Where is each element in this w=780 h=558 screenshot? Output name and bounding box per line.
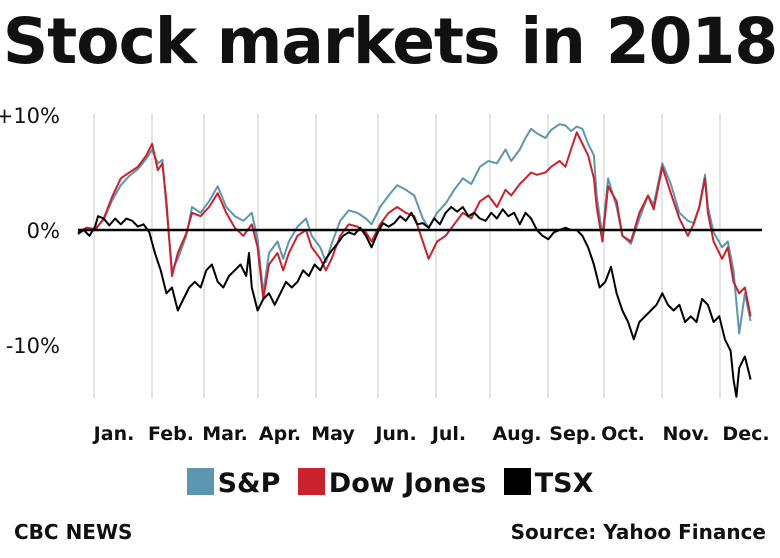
legend-swatch-dow-jones	[297, 467, 325, 495]
x-tick-label: Nov.	[662, 423, 709, 445]
chart-title: Stock markets in 2018	[2, 5, 778, 78]
legend: S&P Dow Jones TSX	[0, 466, 780, 499]
legend-swatch-sp	[186, 467, 214, 495]
x-tick-label: Oct.	[601, 423, 645, 445]
series-lines	[77, 123, 752, 398]
x-tick-label: Apr.	[259, 423, 301, 445]
series-line-tsx	[77, 206, 752, 398]
x-tick-label: Jun.	[373, 423, 416, 445]
legend-item-dow-jones: Dow Jones	[297, 467, 487, 499]
news-credit: CBC NEWS	[14, 520, 133, 544]
x-tick-label: Mar.	[202, 423, 248, 445]
legend-label-tsx: TSX	[534, 467, 594, 499]
gridlines	[93, 114, 721, 398]
x-tick-label: May	[311, 423, 355, 445]
legend-label-sp: S&P	[217, 467, 281, 499]
x-tick-label: Jan.	[92, 423, 135, 445]
legend-item-sp: S&P	[186, 467, 281, 499]
line-chart: +10% 0% -10% Jan. Feb. Mar. Apr. May Jun. Jul. Au…	[0, 104, 770, 445]
legend-swatch-tsx	[503, 467, 531, 495]
x-axis-labels: Jan. Feb. Mar. Apr. May Jun. Jul. Aug. Sep. Oct. N…	[92, 423, 770, 445]
legend-label-dow-jones: Dow Jones	[328, 467, 487, 499]
y-tick-label: +10%	[0, 104, 60, 128]
x-tick-label: Sep.	[549, 423, 596, 445]
x-tick-label: Jul.	[430, 423, 466, 445]
source-credit: Source: Yahoo Finance	[510, 520, 766, 544]
y-tick-label: 0%	[27, 219, 60, 243]
y-axis-labels: +10% 0% -10%	[0, 104, 60, 358]
series-line-dow-jones	[77, 131, 752, 317]
legend-item-tsx: TSX	[503, 467, 594, 499]
y-tick-label: -10%	[6, 334, 60, 358]
x-tick-label: Feb.	[148, 423, 194, 445]
x-tick-label: Aug.	[492, 423, 541, 445]
x-tick-label: Dec.	[722, 423, 769, 445]
